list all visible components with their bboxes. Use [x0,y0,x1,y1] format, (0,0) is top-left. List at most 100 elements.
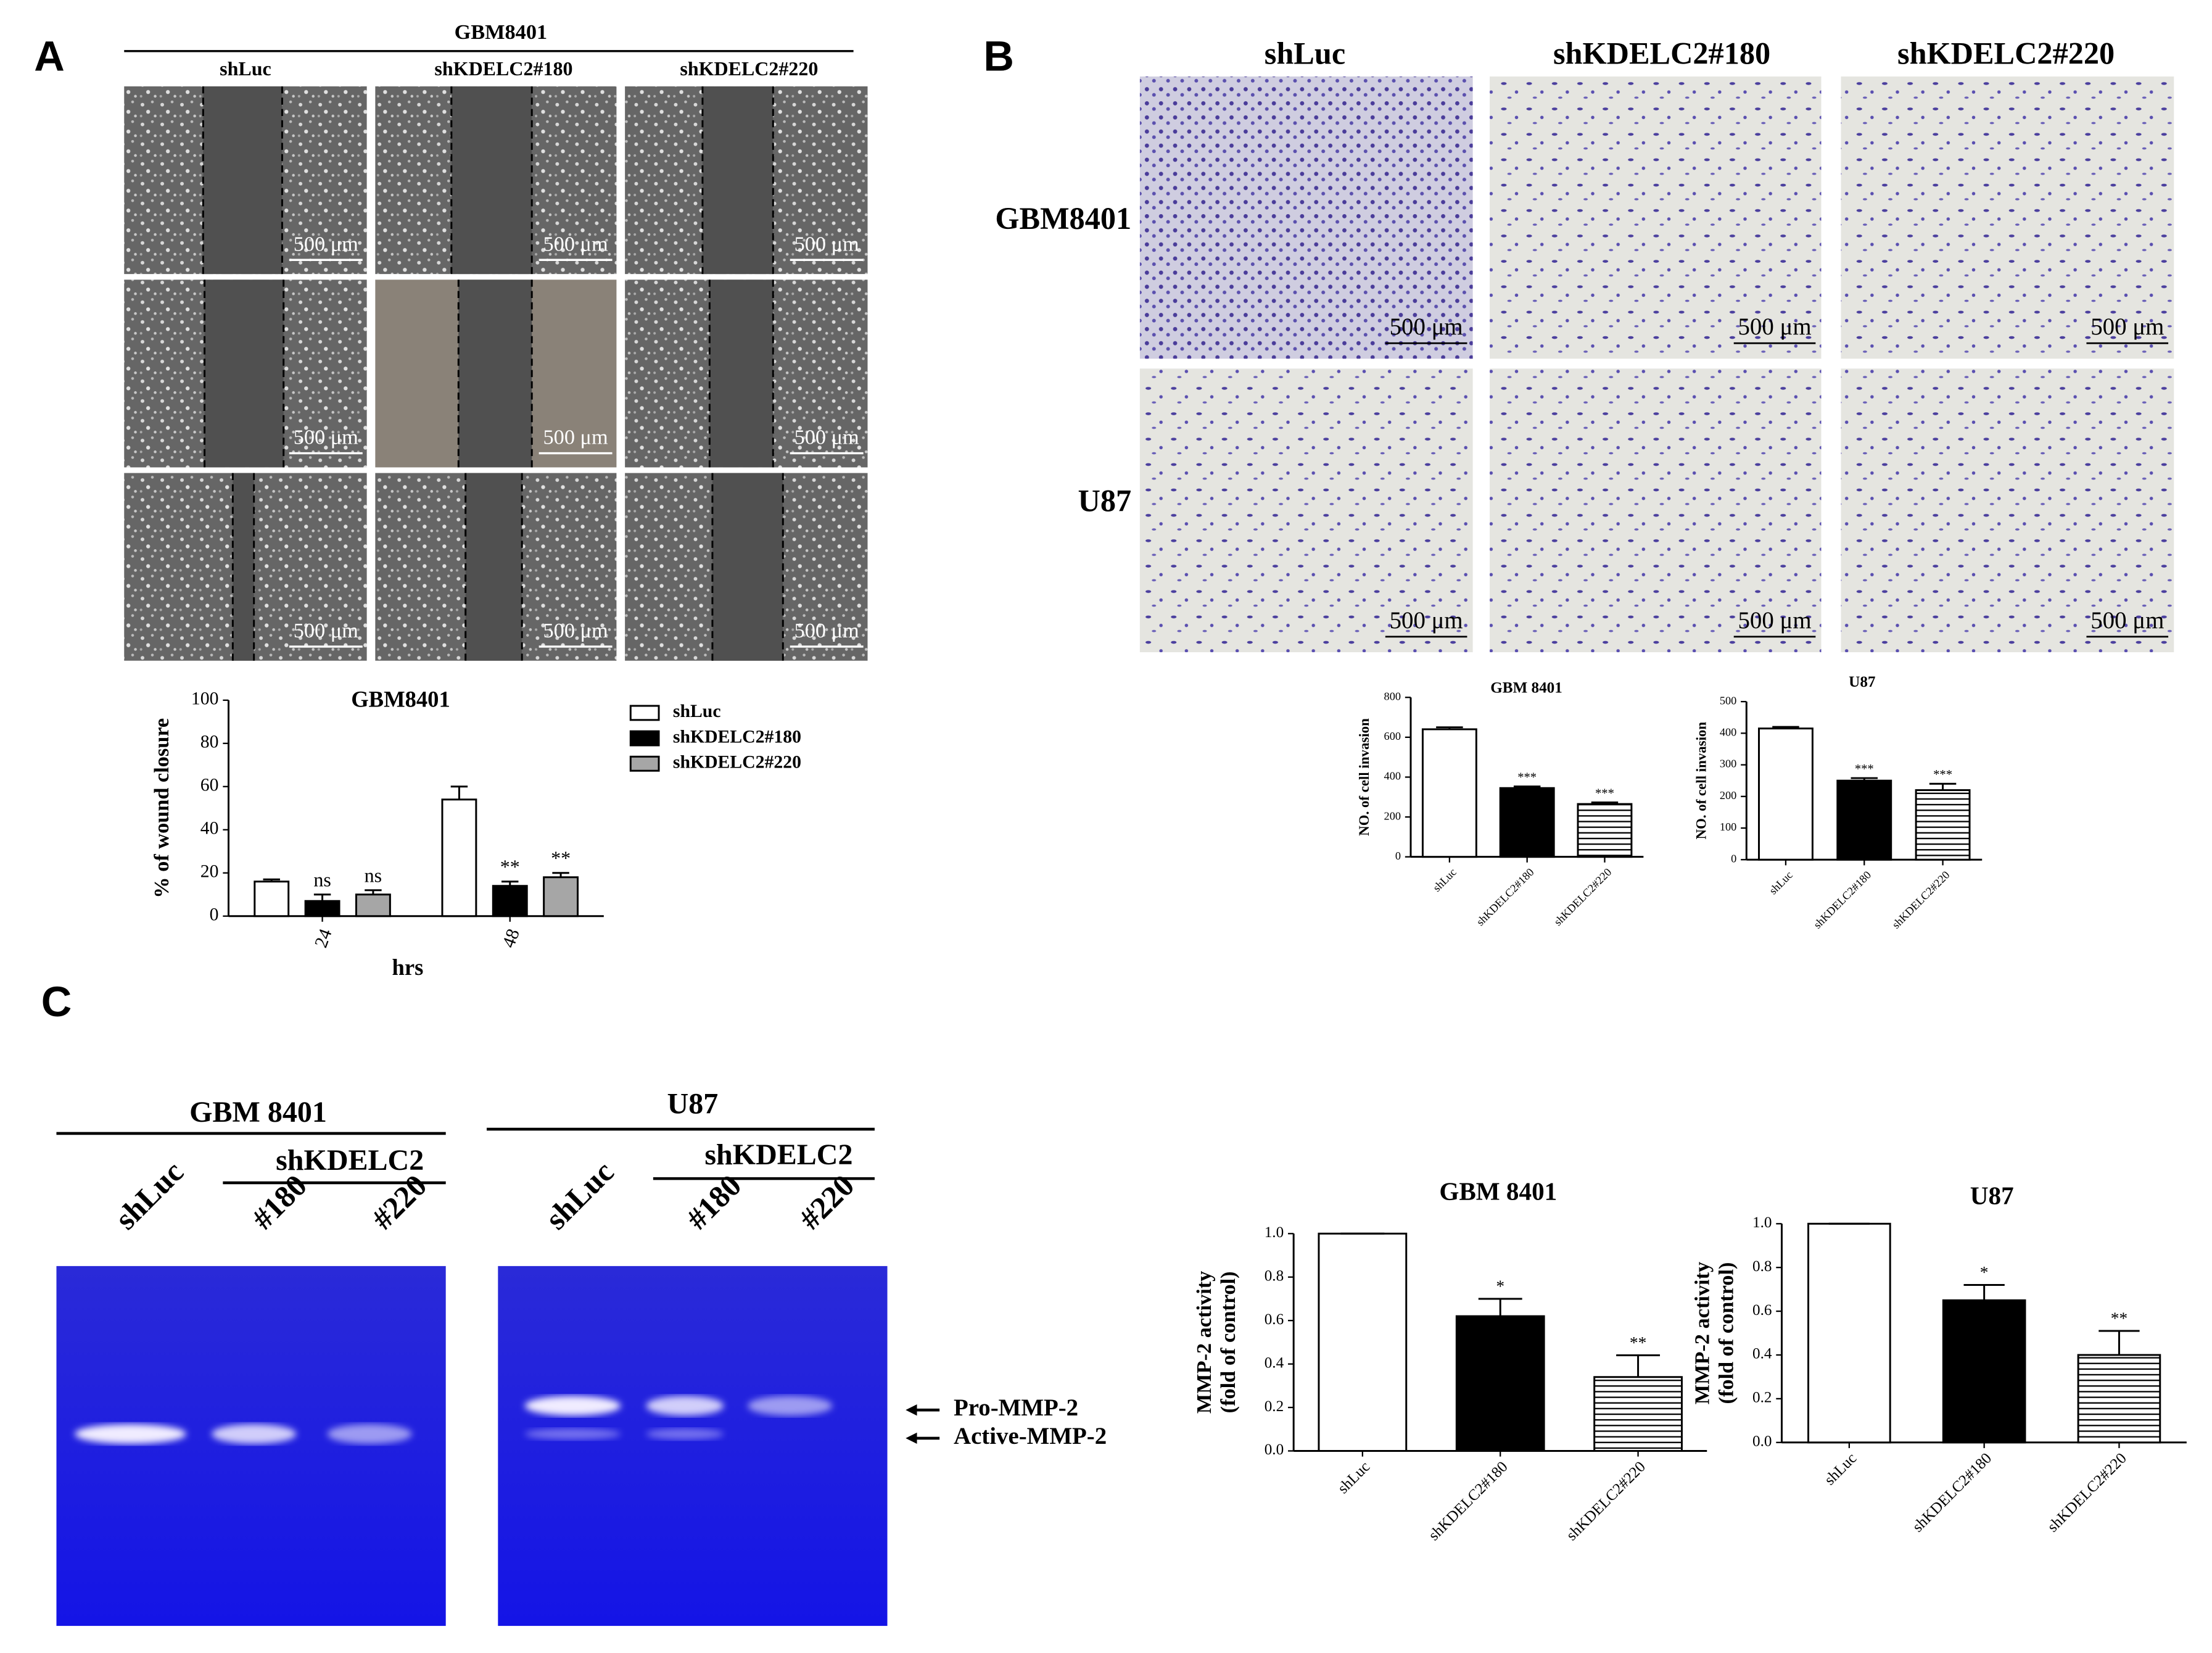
gel-band [212,1424,297,1444]
bar [1421,728,1477,858]
charts: 0 20 40 60 80 100 GBM8401 % of wound closure hrs… [150,674,2187,1544]
gel-band [327,1424,412,1444]
error-bar [1436,726,1463,729]
bar [355,893,391,918]
invasion-images: shLuc shKDELC2#180 shKDELC2#220 GBM8401 U87 5… [995,36,2174,653]
panel-label: B [983,33,1014,80]
error-bar [1513,785,1541,789]
y-tick-label: 0.0 [1265,1441,1284,1458]
y-axis-label: % of wound closure [150,718,173,898]
x-tick-label: shKDELC2#220 [1889,869,1952,931]
gel-cell-line: U87 [667,1087,719,1120]
error-bar [2099,1330,2140,1355]
significance: ns [313,868,331,890]
significance: ** [551,847,571,869]
significance: *** [1855,763,1874,776]
bar [1807,1222,1891,1444]
error-bar [501,880,519,886]
significance: * [1980,1263,1989,1282]
wound-gap [451,86,532,275]
x-tick-label: shKDELC2#220 [1563,1459,1649,1544]
significance: * [1496,1277,1504,1296]
scale-label: 500 μm [543,426,608,449]
wound-gap [458,280,532,468]
chart-title: GBM 8401 [1490,679,1562,696]
error-bar [1963,1284,2005,1301]
y-tick-label: 100 [191,689,219,709]
x-tick-label: shLuc [1767,869,1795,897]
y-tick-label: 0.8 [1752,1258,1772,1275]
wound-gap [702,86,774,275]
error-bar [1929,782,1957,790]
y-tick-label: 60 [200,776,219,795]
column-label: shLuc [1265,36,1345,70]
panel-label: A [34,33,65,80]
y-tick-label: 100 [1720,821,1736,833]
scale-label: 500 μm [1738,607,1811,634]
scale-label: 500 μm [2090,607,2164,634]
x-tick-label: shKDELC2#180 [1474,866,1537,928]
significance: *** [1933,768,1952,782]
y-tick-label: 1.0 [1265,1224,1284,1241]
gel [56,1266,446,1626]
gel-group: shKDELC2 [704,1138,852,1171]
y-tick-label: 0.4 [1752,1346,1772,1362]
micrograph [1490,76,1822,359]
wound-gap [465,473,522,661]
y-tick-label: 0.6 [1752,1302,1772,1319]
bar [1758,727,1814,861]
micrograph [1841,368,2174,653]
y-tick-label: 0.6 [1265,1311,1284,1328]
significance: ** [2111,1309,2127,1328]
column-label: shKDELC2#220 [1897,36,2115,70]
bar [441,798,477,918]
bar [304,900,340,918]
bar [1318,1232,1408,1452]
significance: *** [1595,787,1614,800]
chart-title: U87 [1849,674,1875,690]
error-bar [552,872,569,877]
bar [1836,779,1892,861]
y-axis-label: MMP-2 activity [1691,1262,1714,1404]
error-bar [1772,726,1799,729]
row-label: GBM8401 [995,201,1131,236]
legend-swatch [629,705,660,721]
legend-label: shKDELC2#180 [673,727,801,747]
y-tick-label: 200 [1384,810,1401,822]
column-label: shKDELC2#220 [680,57,818,80]
gel-band [75,1424,186,1444]
y-tick-label: 0.4 [1265,1354,1284,1371]
scale-label: 500 μm [1738,313,1811,340]
y-tick-label: 1.0 [1752,1214,1772,1231]
bar [2077,1354,2161,1444]
y-tick-label: 0.2 [1752,1390,1772,1406]
column-label: shKDELC2#180 [1553,36,1770,70]
zymography: GBM 8401 shKDELC2 shLuc #180 #220 U87 shKDELC2… [56,1087,1107,1626]
scale-label: 500 μm [294,232,358,255]
y-axis-label: NO. of cell invasion [1694,722,1709,840]
bar [1915,789,1971,861]
micrograph [1139,76,1473,359]
error-bar [450,785,468,800]
x-tick-label: 48 [499,926,524,950]
scale-label: 500 μm [294,426,358,449]
wound-gap [712,473,783,661]
lane-label: #220 [365,1168,434,1237]
x-tick-label: shKDELC2#220 [2044,1450,2130,1536]
error-bar [313,893,331,901]
error-bar [1616,1354,1661,1377]
gel-band [646,1428,724,1440]
y-axis-label: (fold of control) [1714,1262,1738,1404]
wound-gap [204,280,284,468]
scale-label: 500 μm [794,426,859,449]
lane-label: shLuc [539,1154,621,1237]
gel-band [748,1396,833,1416]
arrow-head [906,1432,917,1444]
lane-label: shLuc [108,1154,190,1237]
gel-cell-line: GBM 8401 [189,1096,327,1129]
x-tick-label: shKDELC2#180 [1811,869,1873,931]
scale-label: 500 μm [1390,313,1463,340]
significance: ns [365,864,382,886]
bar [492,885,528,918]
x-tick-label: shLuc [1822,1450,1860,1489]
